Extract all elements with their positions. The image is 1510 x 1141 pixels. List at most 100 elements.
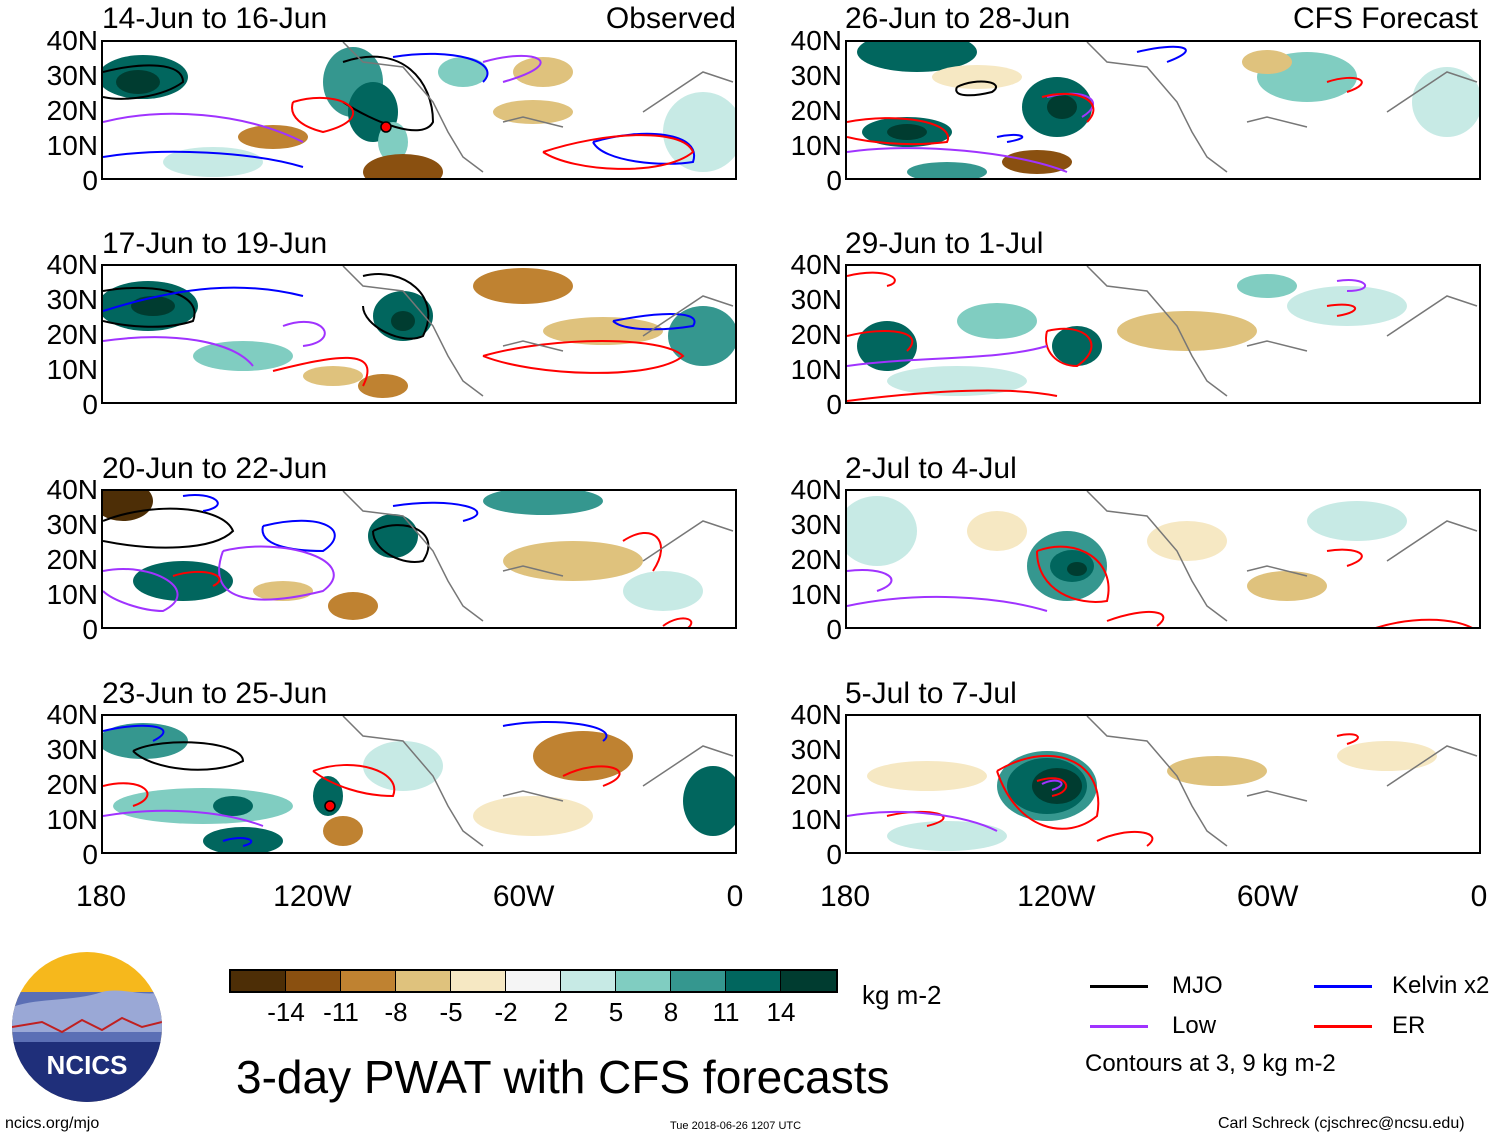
logo-text: NCICS [47,1050,128,1080]
panel-title-fc-1: 26-Jun to 28-Jun [845,2,1071,35]
colorbar-cell [231,971,286,991]
legend-note: Contours at 3, 9 kg m-2 [1085,1050,1336,1077]
map-panel-obs-1 [101,40,737,180]
logo-graphic: NCICS [12,952,162,1102]
footer-timestamp: Tue 2018-06-26 1207 UTC [670,1120,802,1132]
lat-label: 30N [46,60,98,91]
lon-label: 60W [492,880,555,913]
lat-label: 10N [790,130,842,161]
colorbar-cell [726,971,781,991]
lat-label: 30N [790,734,842,765]
observed-tag: Observed [605,2,736,35]
lat-label: 10N [46,354,98,385]
pwat-field [103,42,735,178]
legend-kelvin-line [1314,985,1372,988]
lat-label: 40N [46,249,98,280]
lat-label: 30N [46,284,98,315]
footer-author: Carl Schreck (cjschrec@ncsu.edu) [1218,1115,1465,1132]
panel-title-obs-2: 17-Jun to 19-Jun [102,227,328,260]
colorbar-cell [561,971,616,991]
pwat-field [847,266,1478,402]
colorbar-label: 2 [553,997,569,1027]
lat-label: 20N [790,319,842,350]
lat-label: 10N [790,354,842,385]
lat-label: 30N [46,734,98,765]
lat-label: 40N [46,699,98,730]
pwat-field [103,716,735,852]
lat-label: 0 [82,614,98,645]
lon-label: 180 [75,880,127,913]
map-panel-obs-2 [101,264,737,404]
panel-title-obs-3: 20-Jun to 22-Jun [102,452,328,485]
colorbar [229,969,838,993]
colorbar-label: -14 [267,997,305,1027]
colorbar-label: -5 [439,997,463,1027]
map-panel-obs-4 [101,714,737,854]
lat-label: 40N [790,699,842,730]
lat-label: 20N [790,544,842,575]
lat-label: 40N [46,474,98,505]
colorbar-label: -2 [494,997,518,1027]
map-panel-fc-1 [845,40,1481,180]
pwat-field [103,491,734,627]
map-panel-obs-3 [101,489,737,629]
lat-label: 40N [790,25,842,56]
panel-title-obs-1: 14-Jun to 16-Jun [102,2,328,35]
lon-label: 0 [1470,880,1488,913]
lat-label: 40N [790,474,842,505]
legend-low-label: Low [1172,1012,1217,1039]
lat-label: 20N [46,544,98,575]
lon-label: 120W [1017,880,1096,913]
map-panel-fc-3 [845,489,1481,629]
colorbar-label: 5 [608,997,624,1027]
lat-label: 40N [46,25,98,56]
panel-title-fc-2: 29-Jun to 1-Jul [845,227,1044,260]
lat-label: 20N [790,769,842,800]
lat-label: 30N [790,60,842,91]
lat-label: 0 [826,165,842,196]
colorbar-label: 14 [766,997,796,1027]
colorbar-label: -11 [323,997,359,1027]
legend-mjo-line [1090,985,1148,988]
lat-label: 30N [46,509,98,540]
legend-mjo-label: MJO [1172,972,1223,999]
lat-label: 10N [46,130,98,161]
lat-label: 20N [46,319,98,350]
colorbar-cell [451,971,506,991]
lat-label: 10N [46,579,98,610]
panel-title-obs-4: 23-Jun to 25-Jun [102,677,328,710]
lat-label: 0 [82,165,98,196]
pwat-field [103,266,735,398]
lat-label: 40N [790,249,842,280]
lat-label: 20N [46,95,98,126]
lat-label: 10N [790,579,842,610]
lat-label: 0 [82,389,98,420]
legend-er-line [1314,1025,1372,1028]
lon-label: 60W [1236,880,1299,913]
legend-er-label: ER [1392,1012,1426,1039]
colorbar-units: kg m-2 [862,980,942,1010]
legend-low-line [1090,1025,1148,1028]
footer-url: ncics.org/mjo [5,1115,100,1132]
lat-label: 0 [82,839,98,870]
pwat-field [847,42,1479,178]
lat-label: 30N [790,509,842,540]
colorbar-cell [616,971,671,991]
lat-label: 30N [790,284,842,315]
colorbar-cell [396,971,451,991]
map-panel-fc-4 [845,714,1481,854]
lon-label: 0 [726,880,744,913]
lat-label: 0 [826,614,842,645]
colorbar-cell [781,971,836,991]
lon-label: 180 [819,880,871,913]
colorbar-label: 8 [663,997,679,1027]
colorbar-cell [671,971,726,991]
lat-label: 10N [46,804,98,835]
pwat-field [847,491,1478,627]
lat-label: 20N [790,95,842,126]
pwat-field [847,716,1478,851]
forecast-tag: CFS Forecast [1292,2,1478,35]
lat-label: 10N [790,804,842,835]
map-panel-fc-2 [845,264,1481,404]
colorbar-label: 11 [712,997,740,1027]
